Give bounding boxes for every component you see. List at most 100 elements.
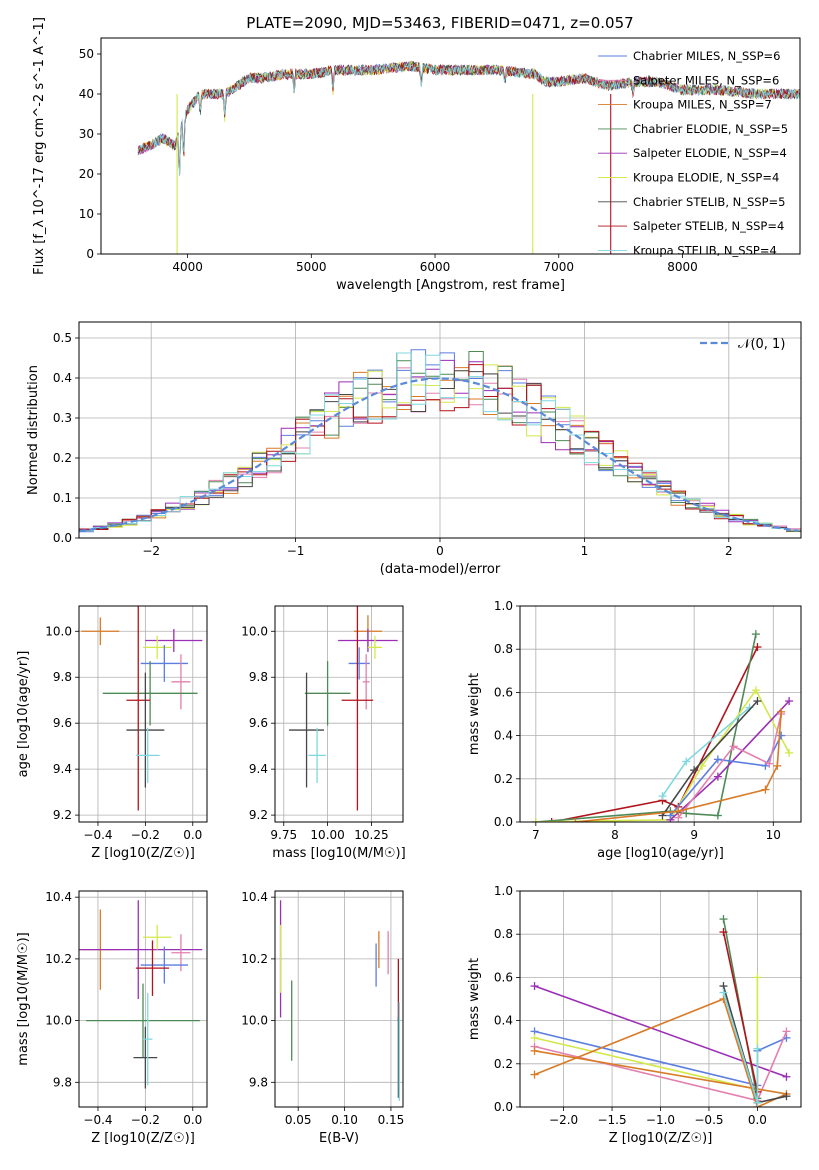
massweight-vs-age-frame xyxy=(519,605,802,823)
legend-entry: Salpeter STELIB, N_SSP=4 xyxy=(633,219,784,233)
spectrum-legend: Chabrier MILES, N_SSP=6 Salpeter MILES, N… xyxy=(598,49,788,257)
y-tick-label: 9.8 xyxy=(53,670,72,684)
errorbar-chabrier-stelib xyxy=(133,1026,158,1089)
y-tick-label: 10.4 xyxy=(241,890,268,904)
errorbar-chabrier-stelib xyxy=(289,672,325,788)
y-tick-label: 0.3 xyxy=(53,411,72,425)
residuals-legend: 𝒩(0, 1) xyxy=(700,337,785,352)
y-tick-label: 10.2 xyxy=(45,952,72,966)
y-tick-label: 0.8 xyxy=(494,642,513,656)
y-tick-label: 1.0 xyxy=(494,599,513,613)
errorbar-salpeter-miles xyxy=(362,654,370,710)
age-vs-mass-plot-area xyxy=(275,606,403,822)
errorbar-kroupa-elodie xyxy=(143,635,172,659)
errorbar-salpeter-elodie xyxy=(145,628,203,652)
weight-marker-kroupa-elodie xyxy=(753,973,762,982)
x-tick-label: −0.5 xyxy=(694,1113,723,1127)
legend-entry: Chabrier STELIB, N_SSP=5 xyxy=(633,195,785,209)
y-tick-label: 0.4 xyxy=(53,371,72,385)
mass-vs-ebv-plot-area xyxy=(275,891,403,1107)
weight-line-chabrier-elodie xyxy=(535,633,757,822)
x-axis-label: wavelength [Angstrom, rest frame] xyxy=(336,278,565,293)
y-tick-label: 1.0 xyxy=(494,884,513,898)
weight-marker-salpeter-stelib xyxy=(719,928,728,937)
weight-marker-kroupa-miles xyxy=(777,707,786,716)
weight-marker-chabrier-elodie xyxy=(751,630,760,639)
y-axis-label: mass [log10(M/M☉)] xyxy=(16,932,31,1065)
y-tick-label: 9.4 xyxy=(249,762,268,776)
y-tick-label: 0.0 xyxy=(494,815,513,829)
y-tick-label: 9.8 xyxy=(249,670,268,684)
weight-marker-kroupa-stelib xyxy=(658,792,667,801)
errorbar-salpeter-stelib xyxy=(135,940,170,996)
x-axis-label: mass [log10(M/M☉)] xyxy=(272,846,405,861)
y-tick-label: 0.4 xyxy=(494,1014,513,1028)
axes-residuals: −2 −1 0 1 2 0.0 0.1 0.2 0.3 0.4 0.5 (data-model)/er… xyxy=(26,321,802,577)
errorbar-salpeter-miles xyxy=(171,654,191,710)
massweight-vs-age-plot-area xyxy=(520,606,801,822)
x-tick-label: 8000 xyxy=(667,260,698,274)
x-tick-label: 0 xyxy=(436,544,444,558)
x-tick-label: 1 xyxy=(581,544,589,558)
errorbar-kroupa-stelib xyxy=(143,992,153,1086)
y-axis-label: age [log10(age/yr)] xyxy=(16,651,31,778)
x-tick-label: 0.05 xyxy=(285,1113,312,1127)
y-tick-label: 0.0 xyxy=(53,531,72,545)
x-tick-label: 10 xyxy=(766,828,781,842)
weight-marker-kroupa-miles xyxy=(530,1046,539,1055)
residuals-frame xyxy=(78,321,802,539)
y-axis-label: Normed distribution xyxy=(26,365,41,495)
y-tick-label: 0.8 xyxy=(494,927,513,941)
x-tick-label: −0.2 xyxy=(131,828,160,842)
mass-vs-ebv-frame xyxy=(274,890,404,1108)
weight-marker-salpeter-elodie xyxy=(785,697,794,706)
weight-marker-salpeter-miles xyxy=(729,742,738,751)
y-axis-label: mass weight xyxy=(467,958,482,1040)
weight-marker-chabrier-stelib xyxy=(782,1092,791,1101)
y-tick-label: 0.5 xyxy=(53,331,72,345)
errorbar-salpeter-stelib xyxy=(126,606,151,811)
y-tick-label: 0 xyxy=(86,247,94,261)
y-tick-label: 0.2 xyxy=(494,1057,513,1071)
weight-marker-chabrier-elodie xyxy=(682,809,691,818)
y-tick-label: 40 xyxy=(79,87,94,101)
legend-entry: Salpeter ELODIE, N_SSP=4 xyxy=(633,146,787,160)
x-tick-label: −0.4 xyxy=(83,1113,112,1127)
y-tick-label: 20 xyxy=(79,167,94,181)
weight-marker-salpeter-elodie xyxy=(713,772,722,781)
y-tick-label: 10.0 xyxy=(241,1014,268,1028)
mass-vs-z-plot-area xyxy=(79,891,207,1107)
x-tick-label: 0.0 xyxy=(748,1113,767,1127)
x-axis-label: Z [log10(Z/Z☉)] xyxy=(91,846,195,861)
axes-age-vs-mass: 9.75 10.00 10.25 9.2 9.4 9.6 9.8 10.0 mass [log1… xyxy=(241,605,406,861)
x-tick-label: 2 xyxy=(725,544,733,558)
weight-marker-chabrier-elodie xyxy=(719,915,728,924)
errorbar-kroupa-stelib xyxy=(135,727,160,783)
errorbar-salpeter-elodie xyxy=(338,628,398,652)
x-tick-label: 7000 xyxy=(543,260,574,274)
weight-marker-kroupa-stelib xyxy=(753,1044,762,1053)
legend-entry: Kroupa STELIB, N_SSP=4 xyxy=(633,243,777,257)
weight-marker-chabrier-miles xyxy=(666,811,675,820)
weight-marker-kroupa-miles xyxy=(773,761,782,770)
y-tick-label: 50 xyxy=(79,47,94,61)
y-tick-label: 10 xyxy=(79,207,94,221)
y-axis-label: mass weight xyxy=(467,673,482,755)
legend-entry: Kroupa ELODIE, N_SSP=4 xyxy=(633,171,779,185)
errorbar-chabrier-miles xyxy=(140,946,189,984)
weight-marker-kroupa-elodie xyxy=(530,1033,539,1042)
weight-marker-salpeter-stelib xyxy=(547,818,556,822)
x-axis-label: E(B-V) xyxy=(319,1131,359,1146)
y-tick-label: 9.6 xyxy=(53,716,72,730)
x-axis-label: Z [log10(Z/Z☉)] xyxy=(609,1131,713,1146)
x-tick-label: −1.5 xyxy=(597,1113,626,1127)
errorbar-chabrier-elodie xyxy=(102,661,198,726)
weight-marker-salpeter-miles xyxy=(765,759,774,768)
y-tick-label: 9.2 xyxy=(53,808,72,822)
weight-line-chabrier-miles xyxy=(669,735,782,817)
axes-massweight-vs-age: 7 8 9 10 0.0 0.2 0.4 0.6 0.8 1.0 age [log10(age/yr… xyxy=(467,599,802,861)
weight-marker-salpeter-miles xyxy=(782,1027,791,1036)
axes-age-vs-z: −0.4 −0.2 0.0 9.2 9.4 9.6 9.8 10.0 Z [log10(Z/Z☉… xyxy=(16,605,208,861)
x-tick-label: −1.0 xyxy=(646,1113,675,1127)
massweight-vs-z-plot-area xyxy=(520,891,801,1107)
